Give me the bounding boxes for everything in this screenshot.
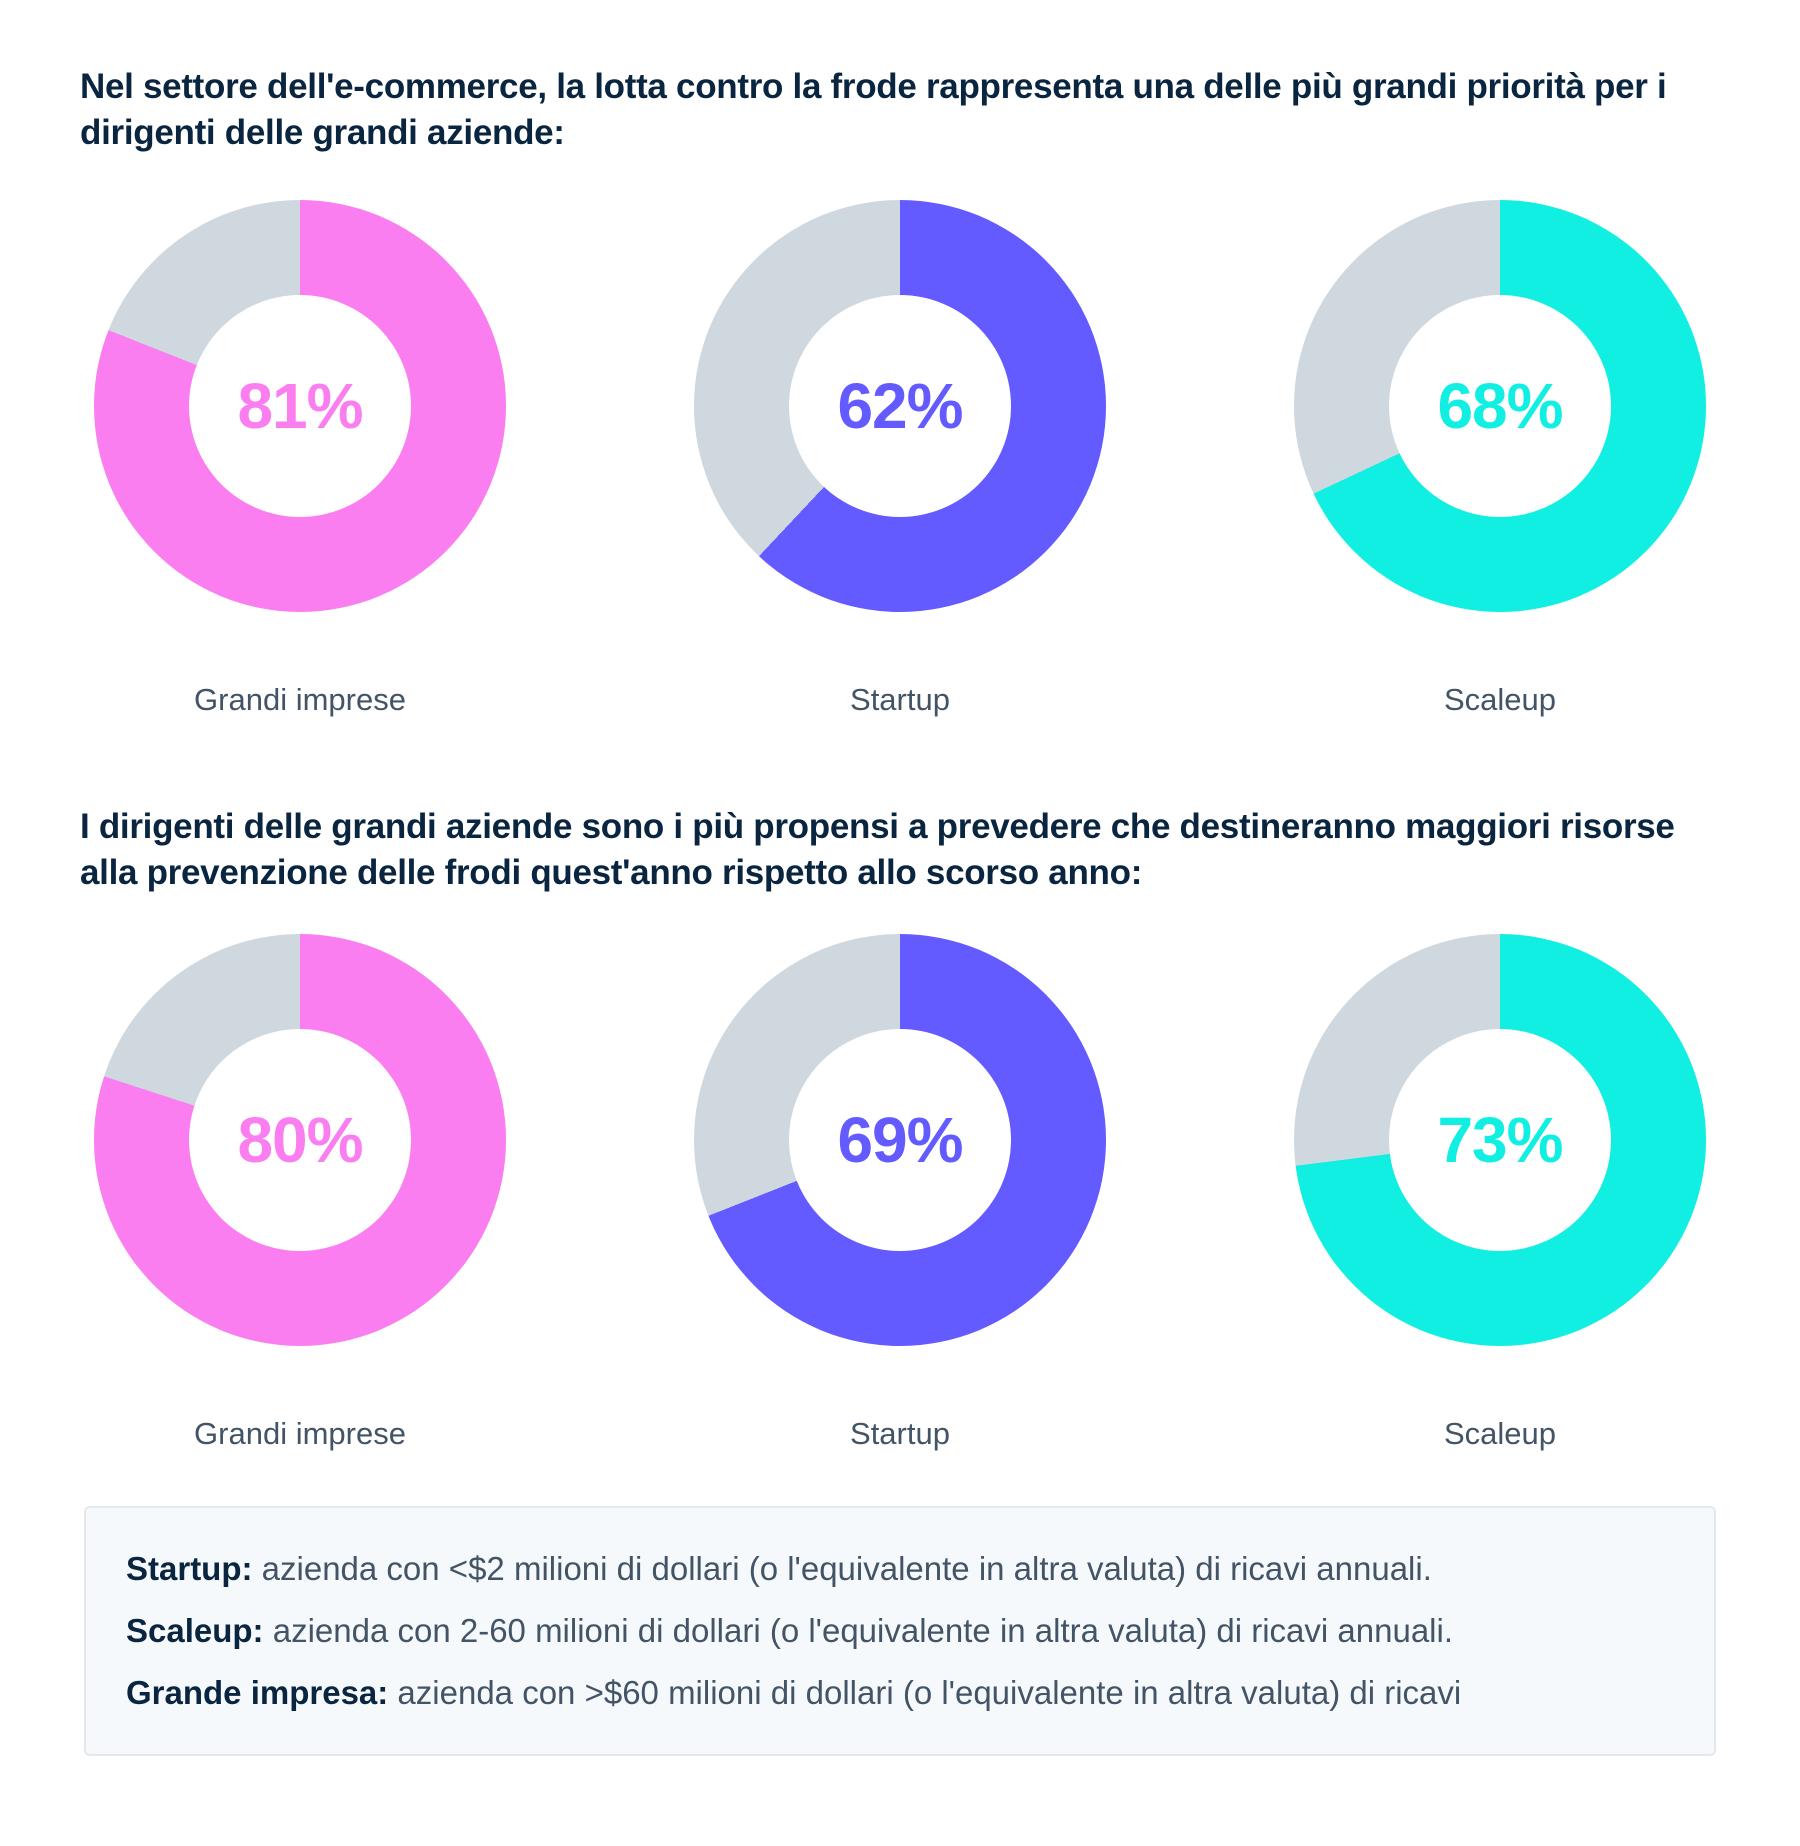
donut-value: 81% <box>237 370 363 442</box>
section1-chart-row: 81% Grandi imprese 62% Startup 68% Scale… <box>0 200 1800 720</box>
definition-term: Scaleup: <box>126 1612 264 1649</box>
section2-chart-row: 80% Grandi imprese 69% Startup 73% Scale… <box>0 934 1800 1454</box>
donut-ring: 81% <box>94 200 506 612</box>
definition-grande-impresa: Grande impresa: azienda con >$60 milioni… <box>126 1662 1674 1724</box>
definition-term: Startup: <box>126 1550 253 1587</box>
chart-label: Scaleup <box>1443 682 1557 717</box>
chart-label: Grandi imprese <box>194 682 406 717</box>
donut-value: 68% <box>1437 370 1563 442</box>
chart-label: Scaleup <box>1443 1416 1557 1451</box>
donut-hole: 68% <box>1388 294 1612 518</box>
donut-hole: 73% <box>1388 1028 1612 1252</box>
definitions-box: Startup: azienda con <$2 milioni di doll… <box>84 1506 1716 1756</box>
donut-ring: 62% <box>694 200 1106 612</box>
donut-value: 62% <box>837 370 963 442</box>
donut-ring: 73% <box>1294 934 1706 1346</box>
donut-ring: 68% <box>1294 200 1706 612</box>
definition-text: azienda con >$60 milioni di dollari (o l… <box>388 1674 1462 1711</box>
donut-hole: 69% <box>788 1028 1012 1252</box>
donut-chart-grandi-imprese-1: 81% Grandi imprese <box>0 200 600 720</box>
chart-label: Startup <box>850 1416 950 1451</box>
donut-hole: 81% <box>188 294 412 518</box>
definition-text: azienda con <$2 milioni di dollari (o l'… <box>252 1550 1432 1587</box>
chart-label: Startup <box>850 682 950 717</box>
donut-chart-grandi-imprese-2: 80% Grandi imprese <box>0 934 600 1454</box>
donut-value: 80% <box>237 1104 363 1176</box>
donut-hole: 80% <box>188 1028 412 1252</box>
donut-chart-scaleup-1: 68% Scaleup <box>1200 200 1800 720</box>
donut-chart-startup-1: 62% Startup <box>600 200 1200 720</box>
definition-startup: Startup: azienda con <$2 milioni di doll… <box>126 1538 1674 1600</box>
definition-text: azienda con 2-60 milioni di dollari (o l… <box>263 1612 1453 1649</box>
definition-scaleup: Scaleup: azienda con 2-60 milioni di dol… <box>126 1600 1674 1662</box>
section2-heading: I dirigenti delle grandi aziende sono i … <box>80 807 1675 892</box>
donut-value: 69% <box>837 1104 963 1176</box>
donut-value: 73% <box>1437 1104 1563 1176</box>
donut-ring: 80% <box>94 934 506 1346</box>
donut-ring: 69% <box>694 934 1106 1346</box>
definition-term: Grande impresa: <box>126 1674 389 1711</box>
donut-hole: 62% <box>788 294 1012 518</box>
section1-heading: Nel settore dell'e-commerce, la lotta co… <box>80 67 1667 152</box>
chart-label: Grandi imprese <box>194 1416 406 1451</box>
donut-chart-scaleup-2: 73% Scaleup <box>1200 934 1800 1454</box>
donut-chart-startup-2: 69% Startup <box>600 934 1200 1454</box>
